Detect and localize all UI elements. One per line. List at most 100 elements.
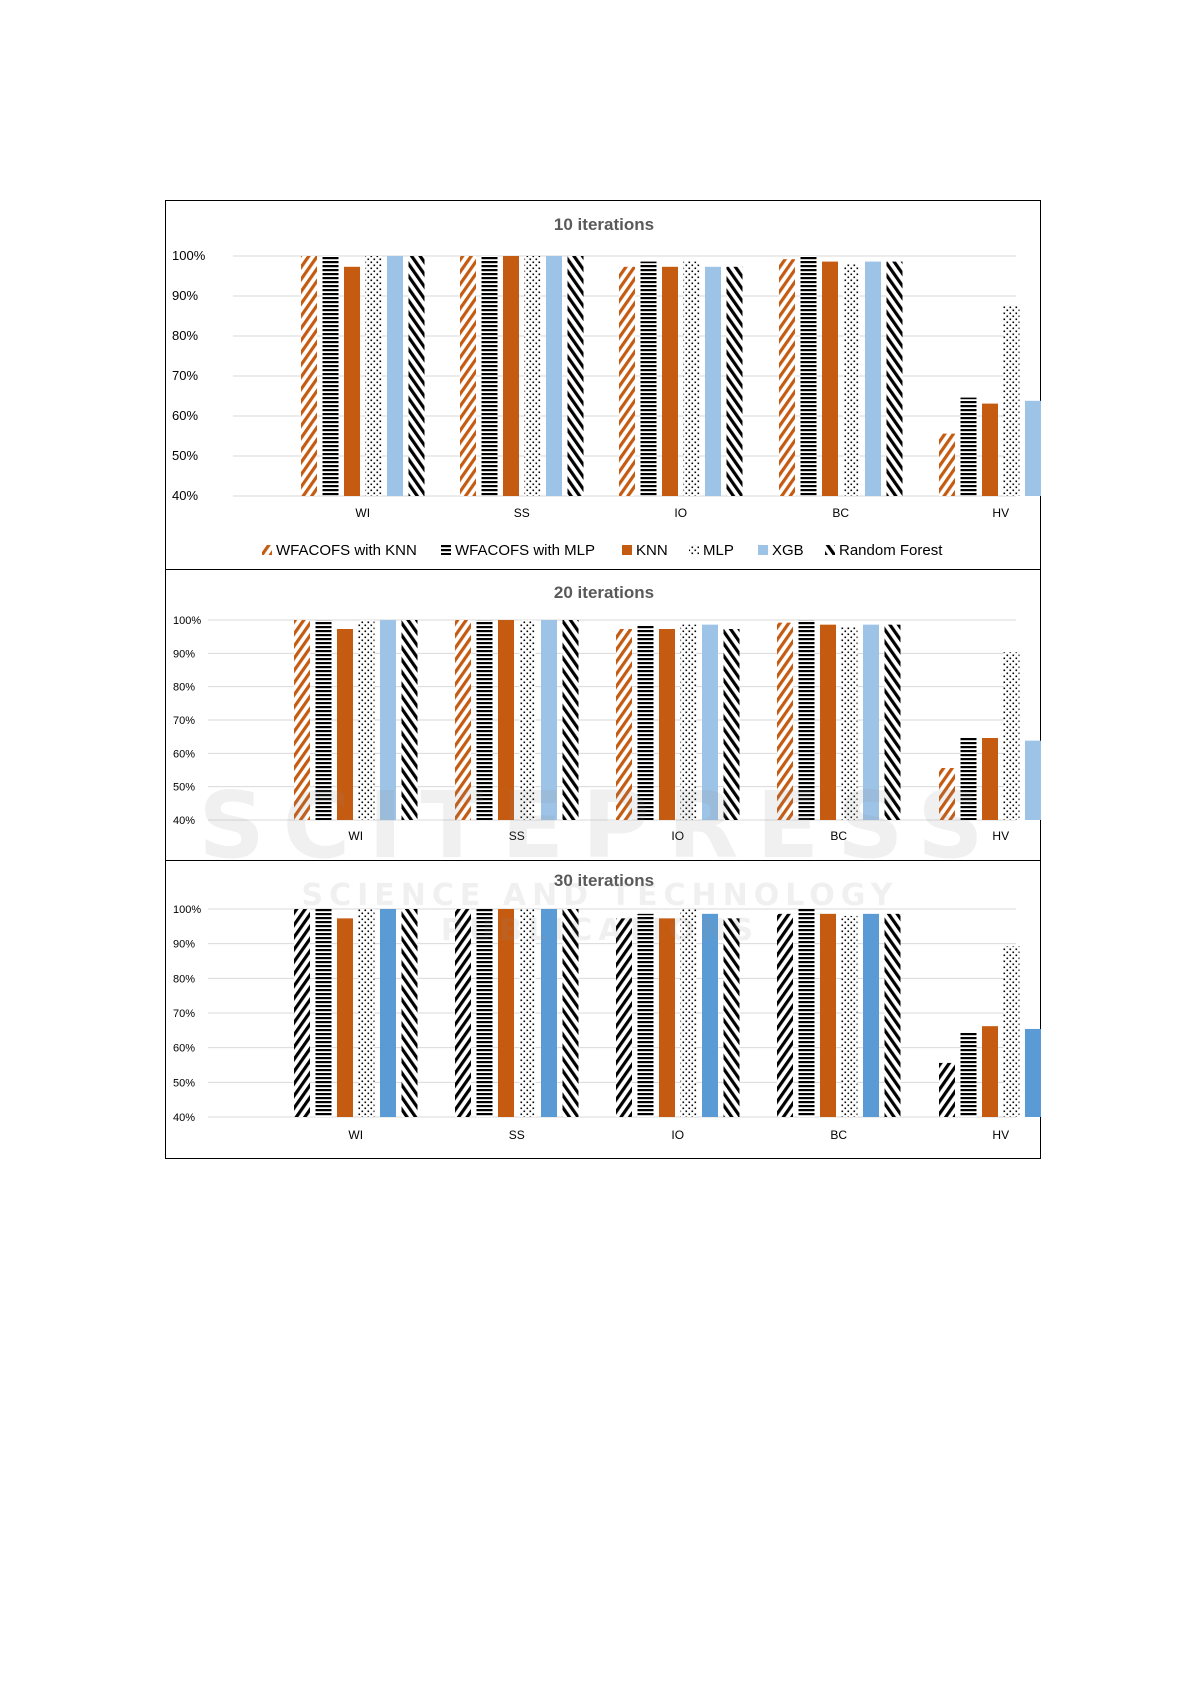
bar-wfacofs-knn-bc bbox=[779, 259, 795, 496]
x-tick-label: SS bbox=[509, 1128, 525, 1142]
bar-wfacofs-knn-hv bbox=[939, 768, 955, 820]
bar-wfacofs-mlp-ss bbox=[481, 256, 498, 496]
chart-20-iterations: 20 iterations 40% 50% 60% 70% 80% 90% 100% WI S… bbox=[173, 583, 1041, 843]
y-tick-label: 70% bbox=[173, 715, 195, 727]
bar-knn-wi bbox=[337, 629, 353, 820]
legend-label-mlp: MLP bbox=[703, 542, 734, 559]
x-tick-label: SS bbox=[509, 829, 525, 843]
legend-label-wfacofs-knn: WFACOFS with KNN bbox=[276, 542, 417, 559]
bar-knn-io bbox=[662, 266, 678, 496]
bar-wfacofs-knn-io bbox=[616, 918, 632, 1117]
bar-wfacofs-knn-bc bbox=[777, 622, 793, 820]
bar-xgb-io bbox=[705, 266, 721, 496]
bar-wfacofs-knn-wi bbox=[294, 909, 310, 1117]
bar-wfacofs-mlp-hv bbox=[960, 738, 977, 820]
bar-xgb-wi bbox=[380, 620, 396, 820]
x-tick-label: IO bbox=[671, 1128, 684, 1142]
bar-random-forest-ss bbox=[562, 909, 579, 1117]
y-tick-label: 90% bbox=[173, 648, 195, 660]
bars bbox=[294, 909, 1041, 1117]
bar-wfacofs-mlp-io bbox=[637, 913, 654, 1117]
bar-mlp-ss bbox=[524, 256, 541, 496]
bar-mlp-ss bbox=[519, 620, 536, 820]
legend: WFACOFS with KNN WFACOFS with MLP KNN ML… bbox=[262, 542, 943, 559]
bar-random-forest-bc bbox=[884, 913, 901, 1117]
bar-mlp-bc bbox=[843, 264, 860, 496]
bar-xgb-hv bbox=[1025, 400, 1041, 496]
chart-title: 30 iterations bbox=[554, 871, 654, 890]
chart-10-iterations: 10 iterations 40% 50% 60% 70% 80% 90% 100% WI S… bbox=[172, 215, 1041, 559]
y-tick-label: 40% bbox=[172, 488, 198, 503]
bar-wfacofs-mlp-wi bbox=[315, 909, 332, 1117]
chart-30-iterations: 30 iterations 40% 50% 60% 70% 80% 90% 100% WI S… bbox=[173, 871, 1041, 1142]
bar-random-forest-wi bbox=[401, 909, 418, 1117]
bar-wfacofs-mlp-bc bbox=[798, 909, 815, 1117]
bar-knn-bc bbox=[820, 624, 836, 820]
y-axis-ticks: 40% 50% 60% 70% 80% 90% 100% bbox=[173, 615, 201, 827]
y-axis-ticks: 40% 50% 60% 70% 80% 90% 100% bbox=[173, 904, 201, 1124]
y-tick-label: 50% bbox=[172, 448, 198, 463]
legend-item-wfacofs-knn: WFACOFS with KNN bbox=[262, 542, 417, 559]
y-tick-label: 40% bbox=[173, 815, 195, 827]
y-tick-label: 100% bbox=[173, 615, 201, 627]
bar-random-forest-io bbox=[723, 629, 740, 820]
chart-title: 10 iterations bbox=[554, 215, 654, 234]
bar-mlp-hv bbox=[1003, 652, 1020, 820]
bar-wfacofs-knn-hv bbox=[939, 433, 955, 496]
bar-knn-bc bbox=[822, 261, 838, 496]
bar-wfacofs-knn-wi bbox=[294, 620, 310, 820]
x-tick-label: HV bbox=[992, 829, 1009, 843]
x-tick-label: HV bbox=[992, 506, 1009, 520]
legend-label-wfacofs-mlp: WFACOFS with MLP bbox=[455, 542, 595, 559]
bar-mlp-bc bbox=[841, 626, 858, 820]
legend-swatch-wfacofs-knn bbox=[262, 545, 272, 555]
legend-label-xgb: XGB bbox=[772, 542, 804, 559]
bar-mlp-hv bbox=[1003, 946, 1020, 1117]
legend-swatch-xgb bbox=[758, 545, 768, 555]
bar-random-forest-io bbox=[726, 266, 743, 496]
bar-wfacofs-knn-wi bbox=[301, 256, 317, 496]
bar-mlp-wi bbox=[365, 256, 382, 496]
legend-swatch-wfacofs-mlp bbox=[441, 545, 451, 555]
x-tick-label: IO bbox=[671, 829, 684, 843]
bar-xgb-bc bbox=[863, 913, 879, 1117]
y-tick-label: 100% bbox=[172, 248, 206, 263]
x-tick-label: BC bbox=[832, 506, 849, 520]
bar-knn-wi bbox=[344, 266, 360, 496]
bar-xgb-wi bbox=[387, 256, 403, 496]
y-tick-label: 40% bbox=[173, 1112, 195, 1124]
bar-xgb-hv bbox=[1025, 1028, 1041, 1117]
bar-random-forest-wi bbox=[401, 620, 418, 820]
bar-xgb-wi bbox=[380, 909, 396, 1117]
y-tick-label: 80% bbox=[172, 328, 198, 343]
bar-mlp-io bbox=[680, 624, 697, 820]
bar-xgb-ss bbox=[541, 620, 557, 820]
legend-label-knn: KNN bbox=[636, 542, 668, 559]
bar-xgb-ss bbox=[546, 256, 562, 496]
x-axis-ticks: WI SS IO BC HV bbox=[348, 1128, 1009, 1142]
bar-random-forest-wi bbox=[408, 256, 425, 496]
bar-wfacofs-mlp-hv bbox=[960, 397, 977, 496]
legend-swatch-knn bbox=[622, 545, 632, 555]
y-tick-label: 60% bbox=[173, 1043, 195, 1055]
legend-item-random-forest: Random Forest bbox=[825, 542, 943, 559]
y-tick-label: 90% bbox=[172, 288, 198, 303]
x-tick-label: HV bbox=[992, 1128, 1009, 1142]
x-tick-label: BC bbox=[830, 829, 847, 843]
x-tick-label: WI bbox=[348, 1128, 363, 1142]
bar-knn-wi bbox=[337, 918, 353, 1117]
bar-mlp-wi bbox=[358, 909, 375, 1117]
bar-mlp-wi bbox=[358, 620, 375, 820]
y-tick-label: 80% bbox=[173, 973, 195, 985]
bar-xgb-io bbox=[702, 624, 718, 820]
bar-wfacofs-mlp-wi bbox=[322, 256, 339, 496]
bar-wfacofs-mlp-bc bbox=[800, 256, 817, 496]
y-tick-label: 60% bbox=[173, 748, 195, 760]
bar-xgb-bc bbox=[865, 261, 881, 496]
bar-wfacofs-knn-bc bbox=[777, 913, 793, 1117]
bar-knn-bc bbox=[820, 913, 836, 1117]
legend-item-xgb: XGB bbox=[758, 542, 804, 559]
chart-panel-10-iterations: 10 iterations 40% 50% 60% 70% 80% 90% 100% WI S… bbox=[165, 200, 1041, 570]
bar-knn-ss bbox=[503, 256, 519, 496]
bar-wfacofs-knn-hv bbox=[939, 1062, 955, 1117]
